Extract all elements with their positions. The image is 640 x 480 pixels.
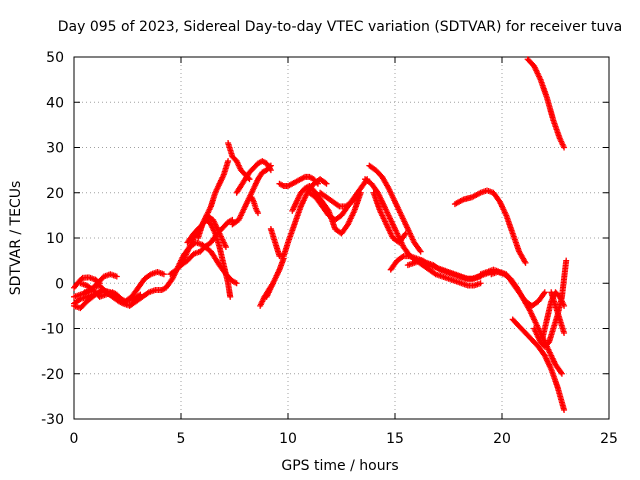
data-points: [71, 56, 570, 413]
series-arc-28: [451, 187, 529, 266]
data-point: [399, 254, 406, 261]
series-arc-16: [263, 255, 287, 300]
data-point: [322, 179, 329, 186]
series-arc-10: [195, 158, 232, 241]
data-point: [113, 273, 120, 280]
series-arc-35: [524, 56, 568, 151]
series-arc-17: [267, 176, 330, 260]
x-tick-label: 5: [177, 431, 186, 447]
y-tick-label: -10: [41, 322, 64, 338]
series-arc-27: [387, 253, 484, 282]
x-tick-label: 15: [386, 431, 404, 447]
data-point: [255, 210, 262, 217]
y-tick-label: 30: [46, 141, 64, 157]
data-point: [233, 280, 240, 287]
series-arc-6: [77, 268, 167, 305]
x-tick-label: 0: [70, 431, 79, 447]
data-point: [323, 180, 330, 187]
tick-labels: 0 5 10 15 20 25 -30 -20 -10 0 10 20 30 40 50: [41, 50, 618, 447]
data-point: [225, 158, 232, 165]
data-point: [522, 259, 529, 266]
x-axis-label: GPS time / hours: [281, 458, 398, 474]
x-tick-label: 10: [279, 431, 297, 447]
y-tick-label: 40: [46, 95, 64, 111]
y-tick-label: -20: [41, 367, 64, 383]
series-arc-24: [370, 189, 409, 246]
series-arc-31: [509, 316, 568, 413]
data-point: [267, 162, 274, 169]
data-point: [354, 191, 361, 198]
series-arc-21: [317, 189, 362, 210]
data-point: [561, 330, 568, 337]
y-axis-label: SDTVAR / TECUs: [8, 181, 24, 296]
data-point: [561, 406, 568, 413]
grid: [74, 57, 609, 419]
data-point: [558, 370, 565, 377]
y-tick-label: 20: [46, 186, 64, 202]
data-point: [314, 180, 321, 187]
series-arc-23: [366, 162, 424, 255]
data-point: [477, 280, 484, 287]
y-tick-label: -30: [41, 412, 64, 428]
x-tick-label: 25: [600, 431, 618, 447]
series-arc-14: [248, 194, 262, 217]
series-arc-33: [539, 289, 568, 341]
chart-title: Day 095 of 2023, Sidereal Day-to-day VTE…: [58, 19, 622, 35]
y-tick-label: 50: [46, 50, 64, 66]
data-point: [160, 271, 167, 278]
data-point: [541, 289, 548, 296]
data-point: [558, 369, 565, 376]
series-arc-13: [229, 162, 274, 228]
series-arc-30: [488, 268, 565, 377]
data-point: [563, 257, 570, 264]
data-point: [561, 302, 568, 309]
x-tick-label: 20: [493, 431, 511, 447]
series-arc-34: [548, 289, 568, 337]
data-point: [540, 290, 547, 297]
series-arc-18: [276, 173, 321, 189]
data-point: [417, 248, 424, 255]
series-arc-29: [477, 266, 548, 309]
data-point: [227, 293, 234, 300]
data-point: [561, 144, 568, 151]
data-point: [401, 231, 408, 238]
y-tick-label: 10: [46, 231, 64, 247]
data-point: [335, 202, 342, 209]
y-tick-label: 0: [55, 276, 64, 292]
data-point: [266, 163, 273, 170]
data-point: [222, 244, 229, 251]
data-point: [355, 189, 362, 196]
data-point: [416, 247, 423, 254]
data-point: [402, 230, 409, 237]
data-point: [313, 179, 320, 186]
